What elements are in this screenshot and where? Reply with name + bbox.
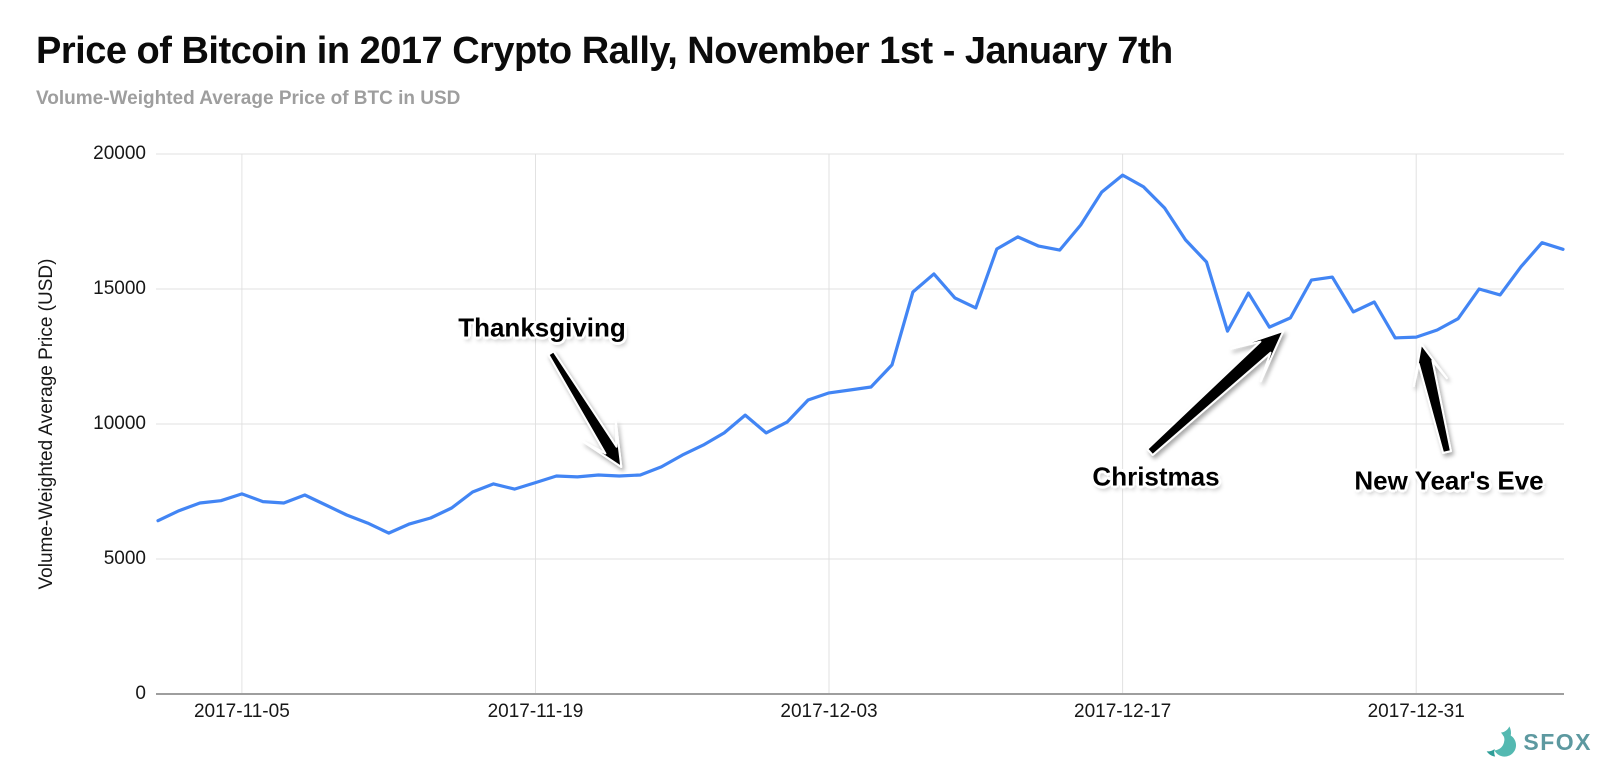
sfox-logo-text: SFOX (1523, 728, 1592, 755)
y-axis-tick-label: 5000 (103, 548, 146, 569)
annotation-label: Thanksgiving (458, 312, 626, 343)
chart-subtitle: Volume-Weighted Average Price of BTC in … (36, 88, 461, 109)
sfox-logo: SFOX (1485, 724, 1592, 760)
annotation-arrow (1146, 329, 1285, 456)
x-axis-tick-label: 2017-11-05 (193, 701, 290, 722)
y-axis-tick-label: 0 (135, 683, 146, 704)
x-axis-tick-label: 2017-12-31 (1367, 701, 1465, 722)
sfox-fox-icon (1487, 726, 1517, 757)
x-axis-tick-label: 2017-11-19 (487, 701, 584, 722)
annotation-arrow (547, 350, 623, 468)
price-line (156, 173, 1565, 535)
annotation-label: Christmas (1092, 461, 1220, 492)
x-axis-tick-label: 2017-12-17 (1074, 701, 1172, 722)
x-axis-tick-label: 2017-12-03 (780, 701, 878, 722)
annotation-label: New Year's Eve (1354, 465, 1544, 496)
y-axis-tick-label: 10000 (93, 413, 146, 434)
y-axis-tick-label: 20000 (93, 143, 146, 164)
page-title: Price of Bitcoin in 2017 Crypto Rally, N… (36, 30, 1173, 72)
annotation-arrow (1412, 343, 1452, 454)
y-axis-tick-label: 15000 (93, 278, 146, 299)
